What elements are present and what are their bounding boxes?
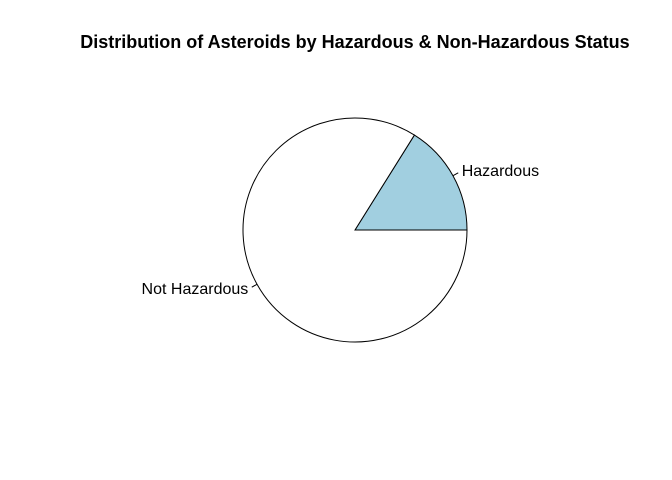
pie-slice-hazardous xyxy=(354,134,468,231)
pie-labels: Hazardous Not Hazardous xyxy=(142,163,540,298)
pie-slices xyxy=(242,117,468,343)
chart-title: Distribution of Asteroids by Hazardous &… xyxy=(80,32,629,52)
pie-slice-not-hazardous xyxy=(242,117,468,343)
pie-label-tick xyxy=(251,283,258,288)
pie-label: Hazardous xyxy=(462,163,539,180)
pie-label-tick xyxy=(452,172,459,177)
pie-label: Not Hazardous xyxy=(142,281,249,298)
